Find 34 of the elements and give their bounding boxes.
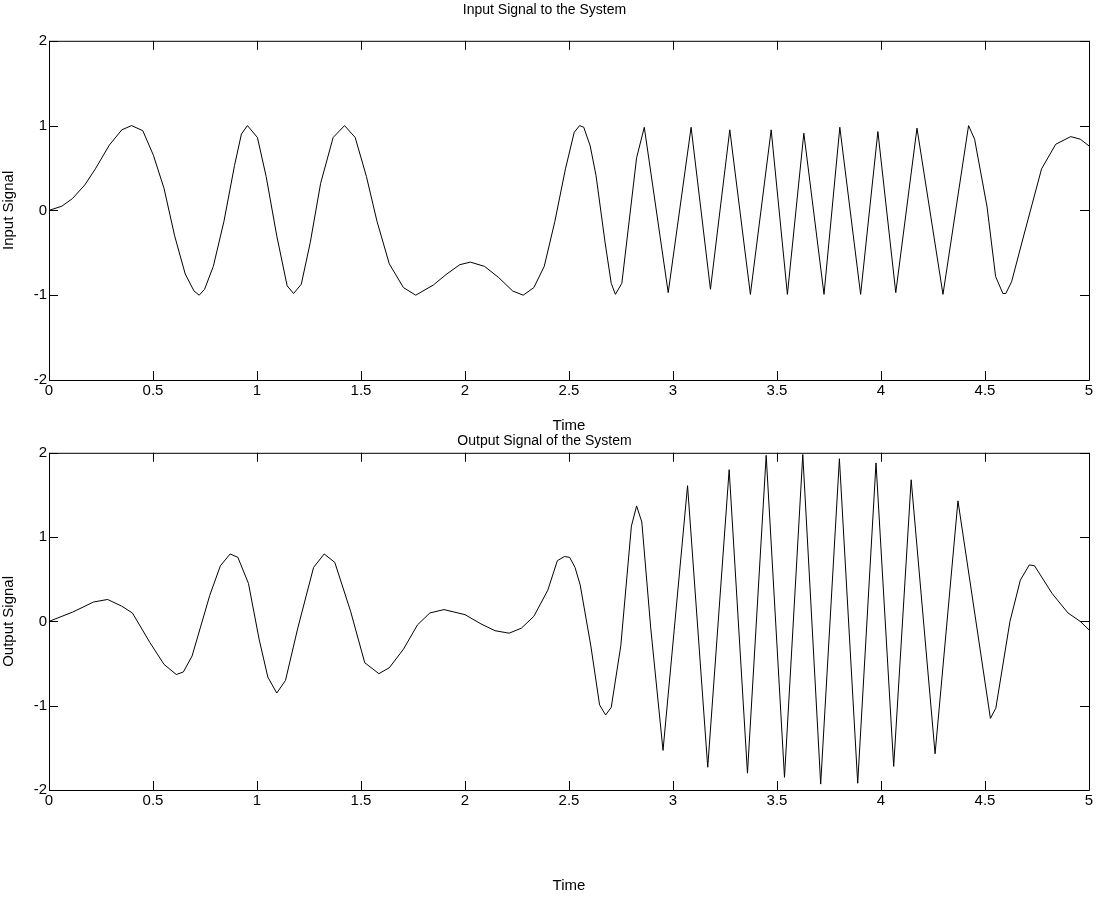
y-tick-label: -1 [33,695,47,713]
x-tick-label: 5 [1084,381,1094,399]
y-axis-title: Output Signal [0,575,17,667]
chart-title: Output Signal of the System [457,432,632,449]
x-tick-label: 4.5 [974,381,996,399]
x-tick-label: 1 [252,381,262,399]
x-tick-label: 2 [460,791,470,809]
x-tick-label: 2 [460,381,470,399]
x-tick-label: 1.5 [350,791,372,809]
y-tick-label: 0 [38,200,47,218]
x-tick-label: 1 [252,791,262,809]
y-tick-label: 2 [38,30,47,48]
y-tick-label: 2 [38,442,47,460]
x-axis-title: Time [552,876,586,894]
x-tick-label: 4 [876,381,886,399]
x-tick-label: 3 [668,791,678,809]
x-tick-label: 4 [876,791,886,809]
x-tick-label: 2.5 [558,381,580,399]
x-tick-label: 0.5 [142,791,164,809]
x-axis-title: Time [552,416,586,434]
y-tick-label: 0 [38,611,47,629]
y-axis-title: Input Signal [0,170,17,251]
x-tick-label: 5 [1084,791,1094,809]
x-tick-label: 3.5 [766,791,788,809]
y-tick-label: 1 [38,527,47,545]
x-tick-label: 0.5 [142,381,164,399]
x-tick-label: 1.5 [350,381,372,399]
chart-title: Input Signal to the System [462,1,627,18]
x-tick-label: 2.5 [558,791,580,809]
x-tick-label: 4.5 [974,791,996,809]
x-tick-label: 3 [668,381,678,399]
y-tick-label: -1 [33,285,47,303]
x-tick-label: 3.5 [766,381,788,399]
y-tick-label: 1 [38,115,47,133]
